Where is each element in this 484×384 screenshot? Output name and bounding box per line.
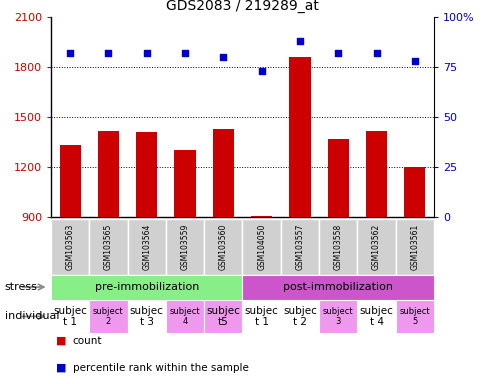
Bar <box>280 219 318 275</box>
Bar <box>51 275 242 300</box>
Bar <box>60 146 80 217</box>
Bar <box>395 219 433 275</box>
Text: GSM103557: GSM103557 <box>295 223 304 270</box>
Text: subjec
t 2: subjec t 2 <box>283 306 316 327</box>
Point <box>333 50 341 56</box>
Text: GSM103564: GSM103564 <box>142 223 151 270</box>
Text: subjec
t 1: subjec t 1 <box>244 306 278 327</box>
Bar <box>251 216 272 217</box>
Text: subjec
t 4: subjec t 4 <box>359 306 393 327</box>
Text: percentile rank within the sample: percentile rank within the sample <box>73 363 248 373</box>
Bar <box>166 219 204 275</box>
Bar <box>51 300 89 333</box>
Bar <box>89 219 127 275</box>
Bar <box>51 219 89 275</box>
Point <box>410 58 418 64</box>
Text: subject
5: subject 5 <box>399 307 429 326</box>
Bar <box>395 300 433 333</box>
Text: GSM103558: GSM103558 <box>333 223 342 270</box>
Bar <box>242 219 280 275</box>
Text: GSM103562: GSM103562 <box>371 223 380 270</box>
Bar <box>318 219 357 275</box>
Text: stress: stress <box>5 282 38 292</box>
Title: GDS2083 / 219289_at: GDS2083 / 219289_at <box>166 0 318 13</box>
Bar <box>357 219 395 275</box>
Text: subjec
t5: subjec t5 <box>206 306 240 327</box>
Text: pre-immobilization: pre-immobilization <box>94 282 198 292</box>
Text: ■: ■ <box>56 363 66 373</box>
Text: subjec
t 1: subjec t 1 <box>53 306 87 327</box>
Bar <box>166 300 204 333</box>
Bar <box>127 219 166 275</box>
Bar <box>98 131 119 217</box>
Point <box>372 50 379 56</box>
Point <box>257 68 265 74</box>
Bar <box>136 132 157 217</box>
Point <box>219 54 227 60</box>
Point <box>142 50 150 56</box>
Text: subject
3: subject 3 <box>322 307 353 326</box>
Bar <box>89 300 127 333</box>
Text: individual: individual <box>5 311 59 321</box>
Bar <box>318 300 357 333</box>
Text: GSM103565: GSM103565 <box>104 223 113 270</box>
Bar <box>212 129 233 217</box>
Text: subject
2: subject 2 <box>93 307 123 326</box>
Bar <box>289 57 310 217</box>
Text: GSM104050: GSM104050 <box>257 223 266 270</box>
Bar <box>327 139 348 217</box>
Text: subject
4: subject 4 <box>169 307 200 326</box>
Text: ■: ■ <box>56 336 66 346</box>
Bar <box>357 300 395 333</box>
Bar <box>204 219 242 275</box>
Bar <box>280 300 318 333</box>
Bar <box>127 300 166 333</box>
Bar <box>365 131 386 217</box>
Text: GSM103561: GSM103561 <box>409 223 419 270</box>
Point <box>295 38 303 44</box>
Bar <box>242 300 280 333</box>
Bar <box>204 300 242 333</box>
Bar <box>242 275 433 300</box>
Point <box>66 50 74 56</box>
Text: GSM103560: GSM103560 <box>218 223 227 270</box>
Text: GSM103563: GSM103563 <box>65 223 75 270</box>
Point <box>181 50 188 56</box>
Bar <box>404 167 424 217</box>
Text: subjec
t 3: subjec t 3 <box>130 306 163 327</box>
Text: GSM103559: GSM103559 <box>180 223 189 270</box>
Point <box>104 50 112 56</box>
Text: post-immobilization: post-immobilization <box>283 282 393 292</box>
Bar <box>174 149 195 217</box>
Text: count: count <box>73 336 102 346</box>
